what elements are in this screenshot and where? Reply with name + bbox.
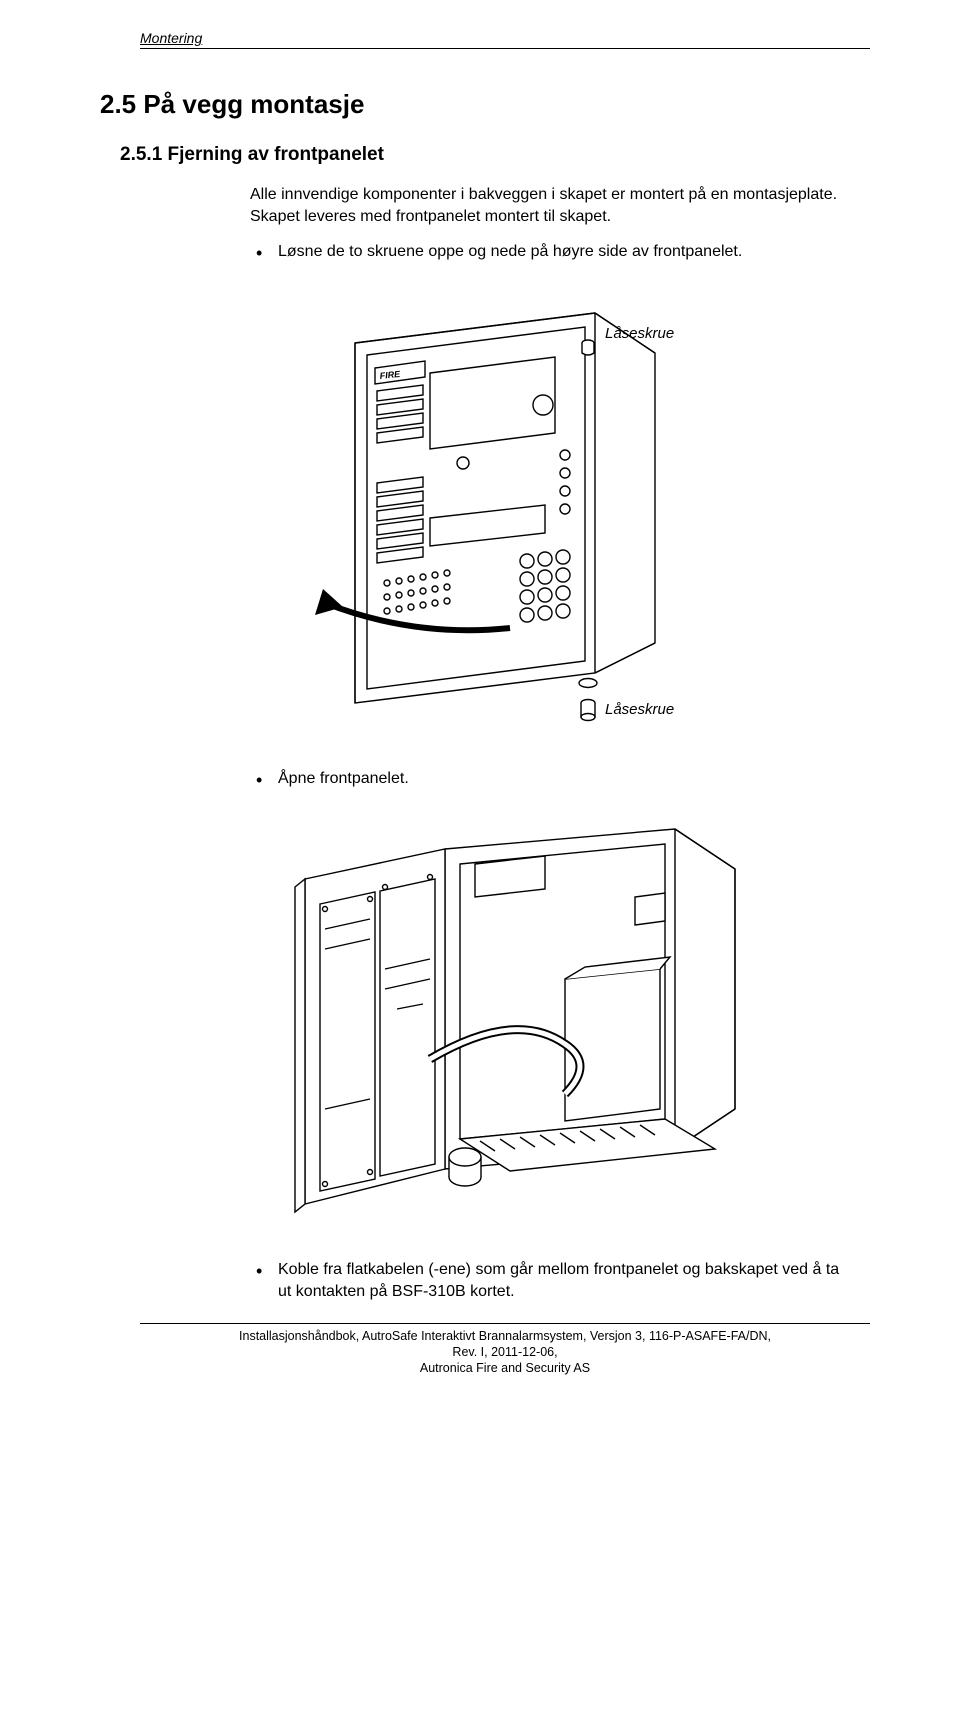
figure-2-panel-open [245,809,765,1229]
heading-2-5-1: 2.5.1 Fjerning av frontpanelet [120,144,870,166]
footer-block: Installasjonshåndbok, AutroSafe Interakt… [140,1328,870,1377]
bullet-disconnect-cable: Koble fra flatkabelen (-ene) som går mel… [250,1259,850,1302]
footer-line-2: Rev. I, 2011-12-06, [140,1344,870,1360]
bullet-loosen-screws: Løsne de to skruene oppe og nede på høyr… [250,241,850,263]
bullet-open-panel: Åpne frontpanelet. [250,768,850,790]
figure-1-svg: FIRE [295,283,715,743]
figure-1-panel-closed: FIRE Låseskrue Låseskrue [295,283,715,743]
header-rule [140,48,870,49]
figure-2-svg [245,809,765,1229]
bullet-list-2: Åpne frontpanelet. [250,768,850,790]
footer-rule [140,1323,870,1324]
intro-paragraph: Alle innvendige komponenter i bakveggen … [250,184,850,227]
bullet-list-1: Løsne de to skruene oppe og nede på høyr… [250,241,850,263]
figure1-label-top: Låseskrue [605,325,674,342]
figure1-label-bottom: Låseskrue [605,701,674,718]
page-container: Montering 2.5 På vegg montasje 2.5.1 Fje… [0,0,960,1416]
footer-line-1: Installasjonshåndbok, AutroSafe Interakt… [140,1328,870,1344]
bullet-list-3: Koble fra flatkabelen (-ene) som går mel… [250,1259,850,1302]
footer-line-3: Autronica Fire and Security AS [140,1360,870,1376]
header-section-label: Montering [140,30,870,46]
heading-2-5: 2.5 På vegg montasje [100,89,870,120]
